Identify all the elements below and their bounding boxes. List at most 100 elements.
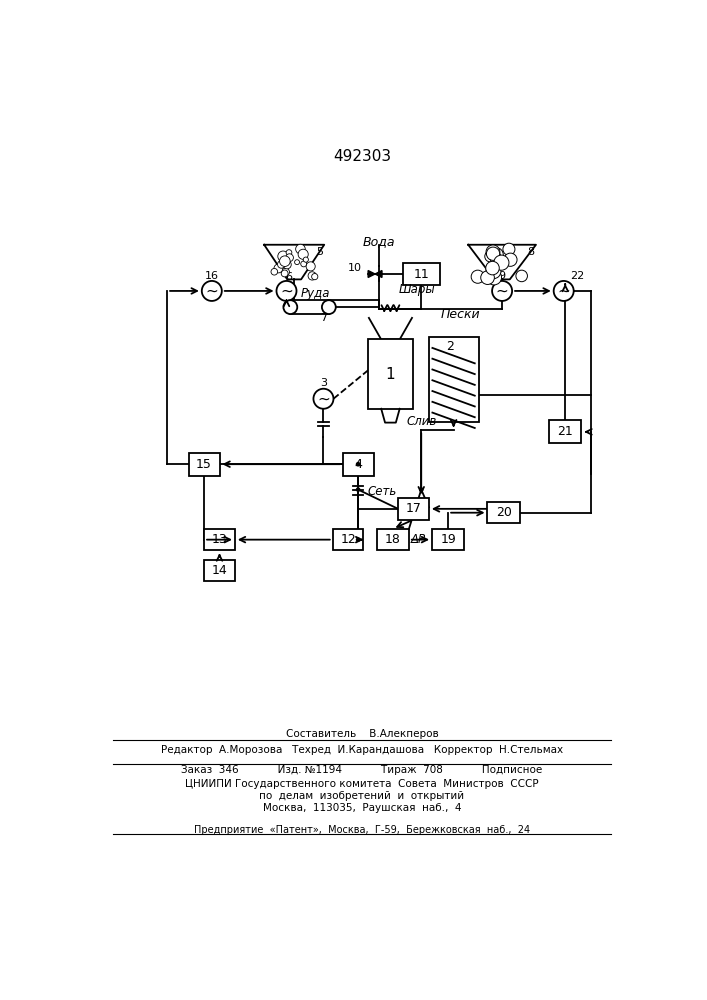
Circle shape bbox=[300, 261, 307, 267]
Circle shape bbox=[296, 244, 305, 254]
Text: 19: 19 bbox=[440, 533, 456, 546]
Text: 9: 9 bbox=[498, 271, 506, 281]
Text: 17: 17 bbox=[406, 502, 421, 515]
Text: 18: 18 bbox=[385, 533, 401, 546]
Circle shape bbox=[356, 537, 361, 542]
Text: 14: 14 bbox=[211, 564, 228, 577]
Text: 4: 4 bbox=[354, 458, 362, 471]
Text: Руда: Руда bbox=[300, 287, 330, 300]
Text: по  делам  изобретений  и  открытий: по делам изобретений и открытий bbox=[259, 791, 464, 801]
Text: ΔР: ΔР bbox=[411, 533, 426, 546]
Text: Редактор  А.Морозова   Техред  И.Карандашова   Корректор  Н.Стельмах: Редактор А.Морозова Техред И.Карандашова… bbox=[161, 745, 563, 755]
Bar bbox=[189, 453, 219, 476]
Circle shape bbox=[298, 249, 308, 259]
Circle shape bbox=[486, 245, 500, 259]
Circle shape bbox=[503, 243, 515, 255]
Circle shape bbox=[271, 268, 278, 275]
Circle shape bbox=[303, 257, 308, 262]
Text: 20: 20 bbox=[496, 506, 512, 519]
Circle shape bbox=[356, 462, 361, 466]
Polygon shape bbox=[368, 271, 375, 277]
Bar bbox=[403, 263, 440, 285]
Bar bbox=[398, 498, 429, 520]
Bar bbox=[487, 502, 520, 523]
Circle shape bbox=[276, 281, 296, 301]
Text: 492303: 492303 bbox=[333, 149, 391, 164]
Circle shape bbox=[322, 300, 336, 314]
Text: 8: 8 bbox=[527, 247, 534, 257]
Circle shape bbox=[201, 281, 222, 301]
Circle shape bbox=[286, 254, 293, 262]
Text: 12: 12 bbox=[340, 533, 356, 546]
Circle shape bbox=[278, 261, 285, 268]
Text: 21: 21 bbox=[557, 425, 573, 438]
Circle shape bbox=[486, 261, 499, 275]
Text: ~: ~ bbox=[496, 283, 508, 298]
Circle shape bbox=[486, 270, 501, 285]
Bar bbox=[428, 337, 479, 422]
Circle shape bbox=[284, 300, 297, 314]
Circle shape bbox=[481, 271, 494, 284]
Circle shape bbox=[282, 257, 288, 262]
Text: 7: 7 bbox=[320, 313, 327, 323]
Text: Предприятие  «Патент»,  Москва,  Г-59,  Бережковская  наб.,  24: Предприятие «Патент», Москва, Г-59, Бере… bbox=[194, 825, 530, 835]
Text: 3: 3 bbox=[320, 378, 327, 388]
Circle shape bbox=[274, 264, 283, 273]
Text: 10: 10 bbox=[348, 263, 362, 273]
Bar bbox=[343, 453, 373, 476]
Text: 13: 13 bbox=[211, 533, 228, 546]
Text: 1: 1 bbox=[385, 367, 395, 382]
Text: ~: ~ bbox=[557, 283, 570, 298]
Circle shape bbox=[279, 256, 290, 266]
Text: ~: ~ bbox=[206, 283, 218, 298]
Circle shape bbox=[308, 272, 317, 280]
Circle shape bbox=[471, 270, 484, 283]
Bar bbox=[432, 529, 464, 550]
Bar bbox=[333, 529, 363, 550]
Text: Заказ  346            Изд. №1194            Тираж  708            Подписное: Заказ 346 Изд. №1194 Тираж 708 Подписное bbox=[181, 765, 542, 775]
Circle shape bbox=[486, 264, 501, 279]
Circle shape bbox=[312, 274, 318, 280]
Circle shape bbox=[295, 260, 300, 265]
Polygon shape bbox=[375, 271, 382, 277]
Circle shape bbox=[278, 251, 288, 262]
Circle shape bbox=[281, 270, 288, 277]
Circle shape bbox=[356, 487, 361, 492]
Circle shape bbox=[306, 262, 315, 271]
Text: ~: ~ bbox=[317, 391, 330, 406]
Text: Москва,  113035,  Раушская  наб.,  4: Москва, 113035, Раушская наб., 4 bbox=[263, 803, 461, 813]
Bar bbox=[368, 339, 413, 409]
Text: 11: 11 bbox=[414, 267, 429, 280]
Circle shape bbox=[493, 255, 509, 270]
Text: Слив: Слив bbox=[406, 415, 436, 428]
Text: 15: 15 bbox=[196, 458, 212, 471]
Text: Пески: Пески bbox=[440, 308, 480, 321]
Text: Шары: Шары bbox=[399, 283, 436, 296]
Bar bbox=[204, 529, 235, 550]
Bar bbox=[549, 420, 581, 443]
Circle shape bbox=[516, 270, 527, 282]
Circle shape bbox=[286, 250, 292, 255]
Text: 2: 2 bbox=[446, 340, 454, 353]
Text: ~: ~ bbox=[280, 283, 293, 298]
Circle shape bbox=[283, 260, 291, 269]
Circle shape bbox=[281, 268, 289, 276]
Bar bbox=[377, 529, 409, 550]
Text: Составитель    В.Алекперов: Составитель В.Алекперов bbox=[286, 729, 438, 739]
Text: 6: 6 bbox=[286, 272, 292, 282]
Text: ЦНИИПИ Государственного комитета  Совета  Министров  СССР: ЦНИИПИ Государственного комитета Совета … bbox=[185, 779, 539, 789]
Circle shape bbox=[492, 281, 512, 301]
Circle shape bbox=[485, 251, 496, 262]
Circle shape bbox=[283, 257, 288, 262]
Bar bbox=[204, 560, 235, 581]
Circle shape bbox=[504, 253, 517, 266]
Circle shape bbox=[486, 247, 500, 260]
Text: 5: 5 bbox=[316, 247, 323, 257]
Circle shape bbox=[554, 281, 573, 301]
Text: 22: 22 bbox=[571, 271, 585, 281]
Circle shape bbox=[489, 248, 503, 262]
Text: 16: 16 bbox=[205, 271, 218, 281]
Text: Вода: Вода bbox=[363, 235, 395, 248]
Circle shape bbox=[490, 252, 501, 263]
Text: Сеть: Сеть bbox=[368, 485, 397, 498]
